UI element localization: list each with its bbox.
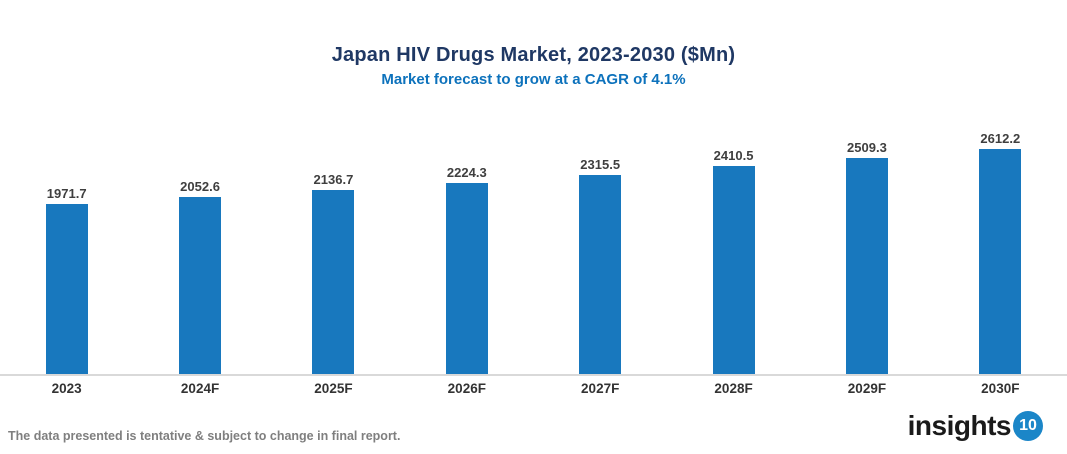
bar [845, 158, 888, 375]
bar [445, 183, 488, 375]
bar-group: 2410.5 [667, 148, 800, 375]
chart-subtitle: Market forecast to grow at a CAGR of 4.1… [381, 71, 686, 88]
bar-value-label: 2612.2 [980, 131, 1021, 146]
bar [579, 175, 622, 375]
x-axis-labels: 2023 2024F 2025F 2026F 2027F 2028F 2029F 2030F [0, 381, 1067, 396]
chart-title: Japan HIV Drugs Market, 2023-2030 ($Mn) [331, 44, 736, 66]
bar [45, 204, 88, 375]
bar-group: 2052.6 [133, 179, 266, 375]
bar [979, 149, 1022, 375]
bar-group: 2136.7 [267, 172, 400, 375]
bar-plot-area: 1971.7 2052.6 2136.7 2224.3 2315.5 2410.5 2509… [0, 105, 1067, 375]
bar-value-label: 1971.7 [46, 186, 87, 201]
insights10-logo: insights 10 [908, 411, 1043, 441]
bar-group: 2315.5 [534, 157, 667, 375]
bar-value-label: 2315.5 [580, 157, 621, 172]
bar-group: 2509.3 [800, 140, 933, 375]
bar-value-label: 2136.7 [313, 172, 354, 187]
x-axis-label: 2030F [981, 381, 1020, 396]
bar-group: 2612.2 [934, 131, 1067, 375]
bar-value-label: 2509.3 [847, 140, 887, 155]
x-axis-label: 2029F [847, 381, 887, 396]
x-axis-label: 2028F [714, 381, 753, 396]
logo-badge-icon: 10 [1013, 411, 1043, 441]
x-axis-label: 2026F [447, 381, 486, 396]
bar [179, 197, 222, 375]
x-axis-label: 2024F [180, 381, 220, 396]
footer-disclaimer: The data presented is tentative & subjec… [8, 429, 401, 443]
bar-group: 1971.7 [0, 186, 133, 375]
x-axis-line [0, 374, 1067, 376]
x-axis-label: 2027F [581, 381, 620, 396]
bar-group: 2224.3 [400, 165, 533, 375]
bar-value-label: 2410.5 [713, 148, 754, 163]
bar [312, 190, 355, 375]
logo-wordmark: insights [907, 410, 1012, 441]
x-axis-label: 2025F [314, 381, 353, 396]
x-axis-label: 2023 [51, 381, 82, 396]
bar-value-label: 2052.6 [180, 179, 220, 194]
bar [712, 166, 755, 375]
bar-value-label: 2224.3 [446, 165, 487, 180]
